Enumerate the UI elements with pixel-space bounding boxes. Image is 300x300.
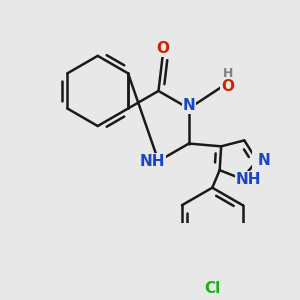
- Text: N: N: [182, 98, 195, 113]
- Text: NH: NH: [236, 172, 261, 188]
- Text: H: H: [222, 67, 233, 80]
- Text: N: N: [257, 153, 270, 168]
- Text: Cl: Cl: [204, 281, 220, 296]
- Text: NH: NH: [139, 154, 165, 169]
- Text: O: O: [221, 79, 234, 94]
- Text: O: O: [157, 41, 169, 56]
